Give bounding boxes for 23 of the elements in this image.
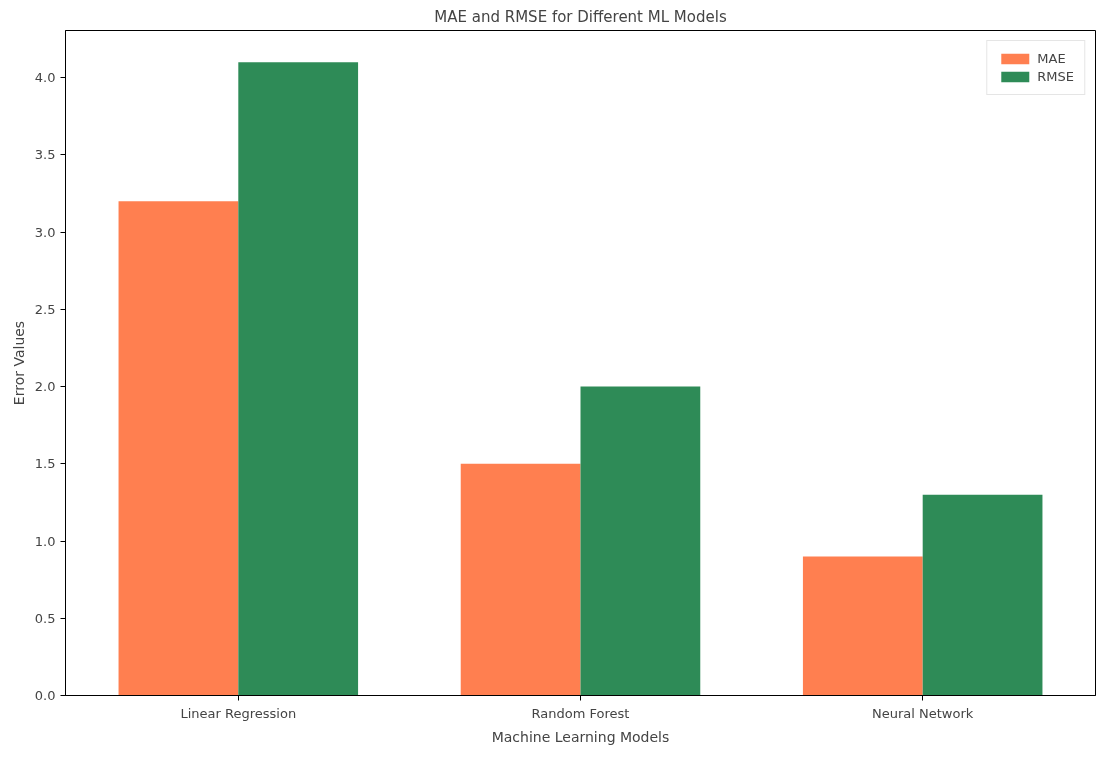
x-tick-label: Neural Network (872, 705, 974, 721)
x-tick-label: Linear Regression (180, 705, 297, 721)
y-tick-label: 2.5 (34, 301, 56, 317)
bar (118, 201, 239, 696)
bar (922, 494, 1043, 696)
y-tick-label: 3.0 (34, 224, 56, 240)
y-tick-label: 0.5 (34, 610, 56, 626)
y-tick-label: 0.0 (34, 688, 56, 703)
x-tick-label: Random Forest (531, 705, 630, 721)
y-tick-label: 2.0 (34, 379, 56, 395)
bar (238, 62, 359, 696)
y-tick-label: 1.5 (34, 456, 56, 472)
y-tick-label: 3.5 (34, 147, 56, 163)
chart-title: MAE and RMSE for Different ML Models (434, 7, 727, 26)
bar (460, 463, 581, 696)
y-tick-label: 4.0 (34, 70, 56, 86)
legend-label: RMSE (1037, 69, 1074, 84)
bar (580, 386, 701, 696)
x-axis-title: Machine Learning Models (491, 728, 670, 745)
y-axis-title: Error Values (10, 320, 27, 406)
y-tick-label: 1.0 (34, 533, 56, 549)
legend-label: MAE (1037, 51, 1066, 66)
bar (802, 556, 923, 696)
